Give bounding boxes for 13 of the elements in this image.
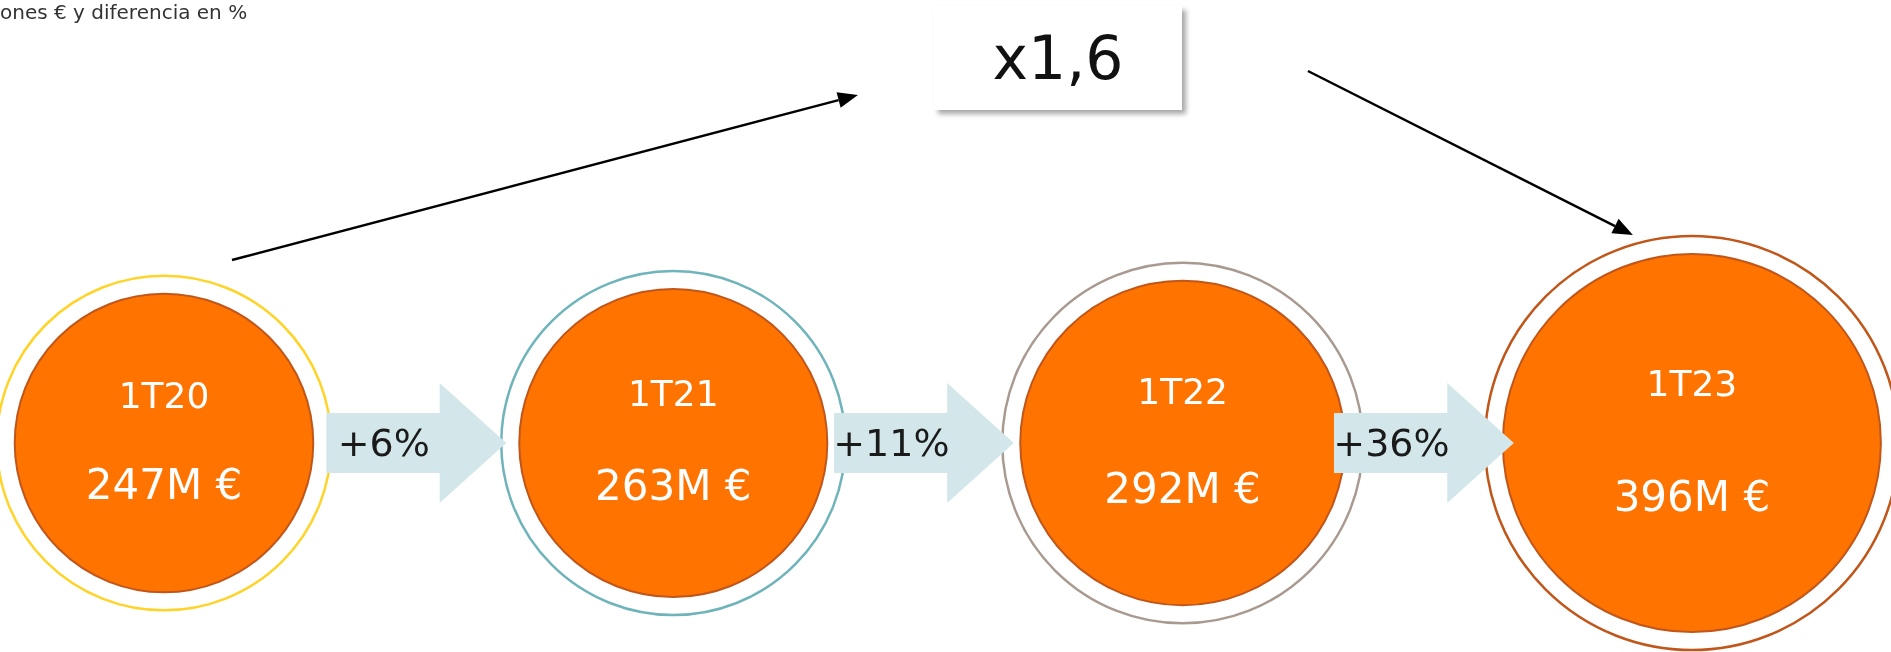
data-label: 247M € <box>85 459 243 509</box>
category-label: 1T21 <box>627 373 719 415</box>
category-label: 1T22 <box>1137 370 1228 412</box>
data-label: 263M € <box>595 461 752 511</box>
data-label: 396M € <box>1613 471 1771 521</box>
text: ones € y diferencia en % <box>0 0 248 24</box>
category-label: 1T23 <box>1646 362 1738 404</box>
data-label: 292M € <box>1104 463 1261 513</box>
text: x1,6 <box>933 6 1182 110</box>
text: +11% <box>833 421 950 466</box>
category-label: 1T20 <box>118 374 210 416</box>
text: +6% <box>337 421 430 466</box>
text: +36% <box>1333 421 1450 466</box>
